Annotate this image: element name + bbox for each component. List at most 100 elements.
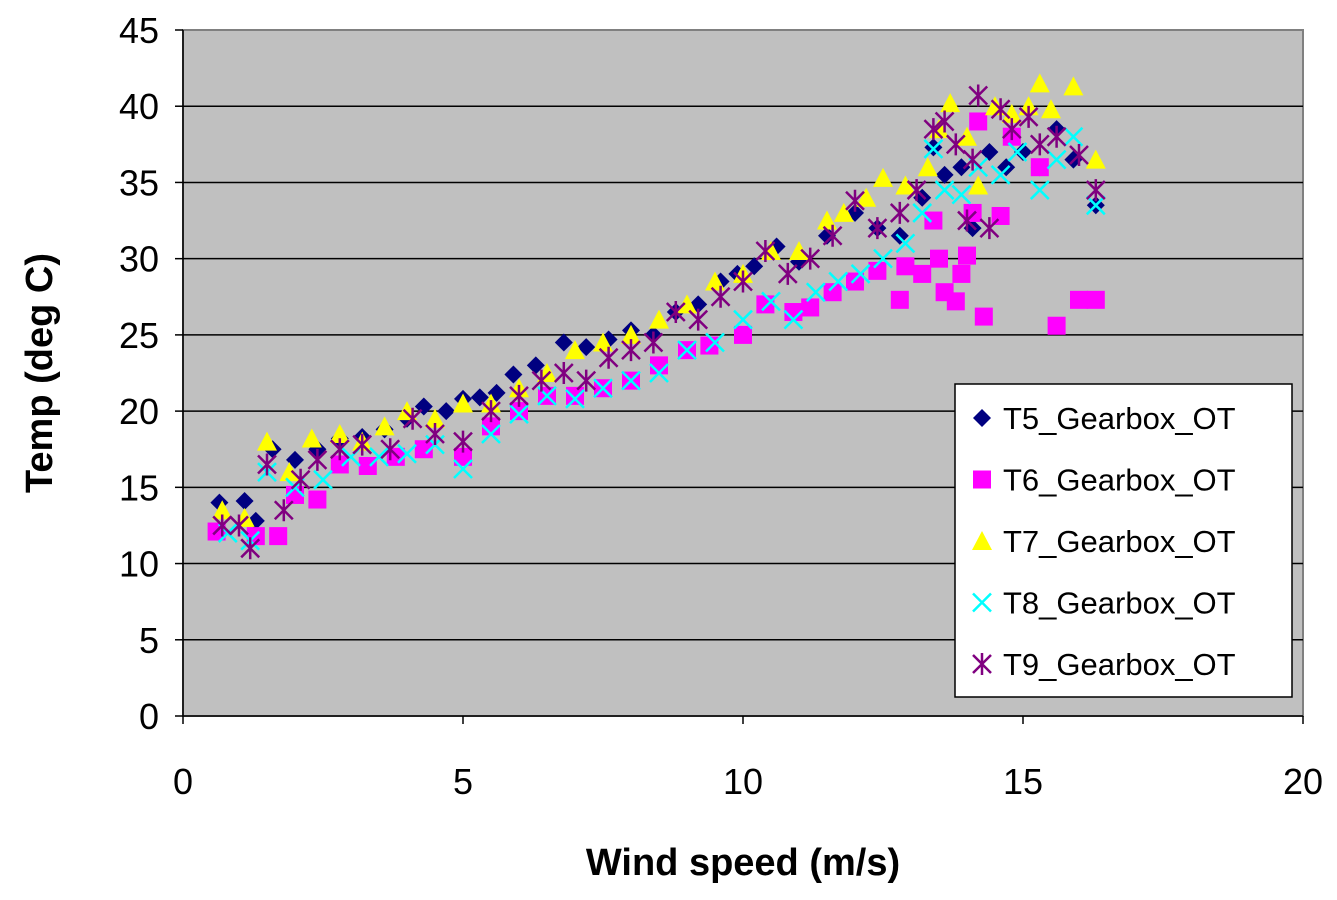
data-point: [710, 285, 731, 308]
data-point: [1070, 290, 1088, 309]
data-point: [1085, 195, 1106, 216]
data-point: [923, 139, 944, 159]
data-point: [833, 202, 854, 222]
legend-item: T9_Gearbox_OT: [972, 647, 1236, 682]
x-tick-label: 20: [1283, 761, 1323, 802]
data-point: [1029, 133, 1050, 156]
data-point: [566, 386, 584, 405]
data-point: [1041, 99, 1061, 119]
data-point: [935, 165, 954, 184]
data-points: [207, 73, 1106, 560]
data-point: [577, 338, 596, 357]
data-point: [301, 428, 322, 448]
data-point: [453, 459, 473, 479]
data-point: [677, 294, 697, 314]
data-point: [1085, 179, 1106, 202]
data-point: [856, 187, 877, 207]
data-point: [801, 298, 820, 317]
data-point: [554, 333, 573, 352]
data-point: [917, 157, 938, 177]
data-point: [1014, 142, 1032, 161]
y-tick-label: 40: [119, 86, 159, 127]
data-point: [895, 175, 916, 195]
data-point: [425, 422, 445, 445]
data-point: [279, 462, 300, 482]
data-point: [868, 261, 887, 280]
data-point: [1030, 158, 1049, 177]
data-point: [1029, 73, 1050, 93]
data-point: [969, 112, 988, 131]
data-point: [358, 456, 377, 475]
data-point: [1046, 125, 1067, 148]
legend-marker: [972, 592, 992, 613]
y-tick-label: 20: [119, 391, 159, 432]
data-point: [968, 175, 989, 195]
data-point: [1018, 105, 1039, 128]
x-axis-title: Wind speed (m/s): [586, 842, 900, 884]
data-point: [968, 84, 989, 107]
data-point: [453, 430, 473, 453]
data-point: [889, 201, 910, 224]
x-tick-label: 15: [1003, 761, 1043, 802]
legend-marker: [972, 531, 992, 550]
data-point: [269, 527, 288, 546]
data-point: [1001, 118, 1022, 141]
data-point: [783, 309, 804, 330]
data-point: [273, 499, 294, 522]
data-point: [397, 443, 417, 464]
data-point: [330, 455, 349, 474]
data-point: [313, 469, 333, 490]
data-point: [509, 384, 529, 407]
data-point: [454, 447, 472, 466]
data-point: [873, 248, 893, 269]
data-point: [1085, 149, 1106, 169]
data-point: [1029, 180, 1050, 200]
data-point: [850, 264, 871, 284]
data-point: [553, 362, 574, 384]
data-point: [705, 332, 725, 353]
legend-box: [954, 383, 1293, 698]
data-point: [402, 407, 423, 430]
data-point: [329, 438, 350, 461]
legend-label: T6_Gearbox_OT: [1003, 463, 1236, 498]
data-point: [453, 393, 473, 413]
data-point: [437, 402, 456, 421]
data-point: [504, 365, 523, 384]
data-point: [352, 433, 373, 456]
data-point: [481, 424, 501, 444]
y-axis-title: Temp (deg C): [19, 253, 61, 493]
data-point: [733, 270, 753, 293]
data-point: [510, 402, 528, 421]
data-point: [470, 388, 489, 407]
data-point: [565, 389, 585, 409]
data-point: [997, 158, 1016, 177]
data-point: [873, 167, 893, 187]
x-tick-label: 10: [723, 761, 763, 802]
data-point: [1046, 149, 1067, 170]
data-point: [257, 431, 277, 451]
data-point: [1086, 290, 1105, 309]
data-point: [621, 339, 641, 362]
y-tick-label: 5: [139, 620, 159, 661]
data-point: [957, 209, 977, 232]
data-point: [649, 363, 669, 383]
legend-label: T7_Gearbox_OT: [1003, 524, 1236, 559]
data-point: [946, 292, 965, 311]
data-point: [1069, 144, 1089, 167]
data-point: [990, 164, 1011, 185]
data-point: [598, 346, 619, 369]
data-point: [229, 514, 249, 537]
data-point: [509, 404, 529, 425]
data-point: [990, 98, 1011, 121]
data-point: [924, 211, 943, 230]
data-point: [621, 324, 641, 344]
data-point: [235, 492, 254, 511]
y-tick-label: 35: [119, 162, 159, 203]
data-point: [212, 500, 233, 520]
data-point: [257, 453, 277, 476]
data-point: [369, 446, 389, 467]
data-point: [789, 241, 809, 261]
data-point: [952, 158, 971, 177]
y-tick-label: 30: [119, 239, 159, 280]
